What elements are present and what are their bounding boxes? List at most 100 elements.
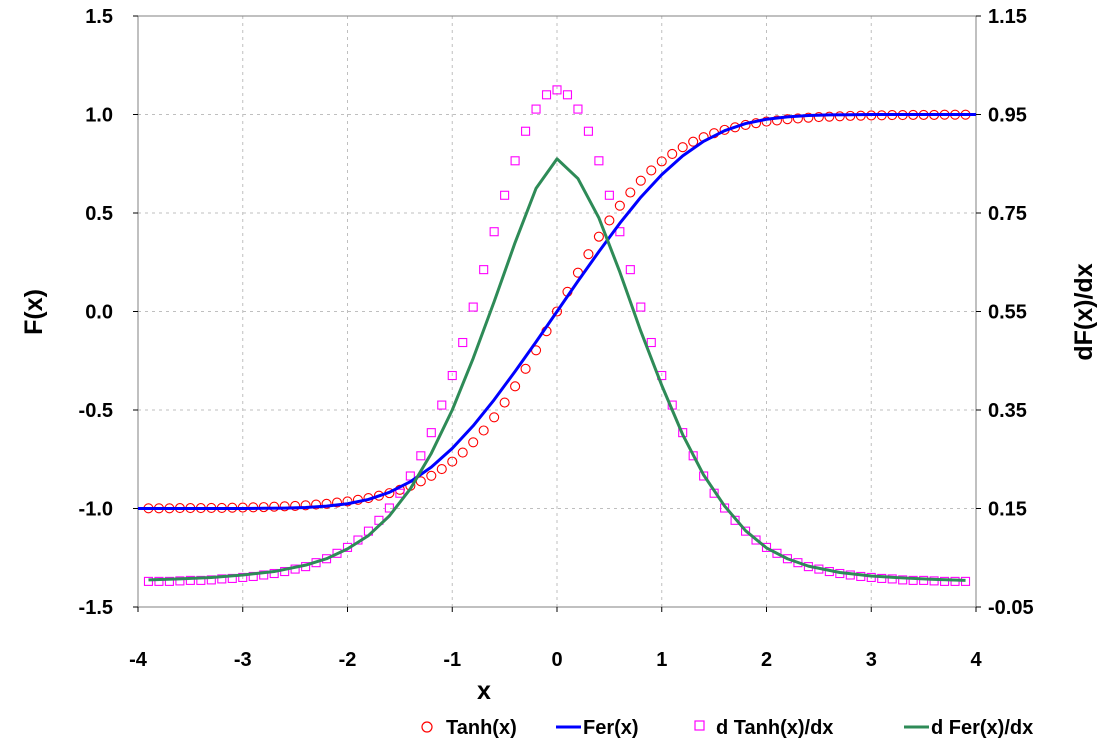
data-point-tanh-x	[436, 464, 447, 475]
x-tick-label: -2	[339, 649, 357, 671]
data-point-d-tanh-x-dx	[458, 337, 468, 348]
series-line-d-fer-x-dx	[148, 157, 966, 582]
x-tick-label: -3	[234, 649, 252, 671]
data-point-tanh-x	[551, 306, 563, 317]
data-point-d-tanh-x-dx	[594, 156, 604, 166]
data-point-tanh-x	[667, 148, 678, 159]
x-tick-label: -1	[443, 649, 461, 671]
y-axis-left-title: F(x)	[20, 289, 48, 335]
data-point-d-tanh-x-dx	[583, 126, 593, 136]
data-point-tanh-x	[583, 249, 594, 260]
data-point-tanh-x	[813, 112, 824, 123]
data-point-d-tanh-x-dx	[196, 575, 206, 585]
legend: Tanh(x) Fer(x) d Tanh(x)/dx d Fer(x)/dx	[421, 717, 1033, 739]
series-layer	[138, 85, 976, 586]
data-point-tanh-x	[824, 111, 835, 122]
y-right-tick-label: 0.15	[988, 499, 1027, 521]
data-point-d-tanh-x-dx	[636, 302, 646, 312]
data-point-d-tanh-x-dx	[625, 265, 635, 275]
series-line-fer-x	[138, 113, 976, 510]
data-point-tanh-x	[468, 437, 479, 448]
data-point-d-tanh-x-dx	[164, 576, 174, 586]
x-tick-label: 0	[551, 649, 562, 671]
data-point-tanh-x	[593, 231, 604, 242]
y-left-tick-label: 0.5	[85, 203, 113, 225]
data-point-d-tanh-x-dx	[552, 85, 562, 95]
data-point-tanh-x	[290, 500, 301, 511]
data-point-tanh-x	[646, 165, 657, 176]
y-left-tick-label: 1.0	[85, 105, 113, 127]
x-axis-title: x	[477, 677, 491, 705]
legend-label-tanh: Tanh(x)	[446, 717, 517, 739]
data-point-d-tanh-x-dx	[185, 575, 195, 585]
y-right-tick-label: -0.05	[988, 597, 1034, 619]
y-right-tick-label: 0.55	[988, 302, 1027, 324]
data-point-d-tanh-x-dx	[877, 573, 887, 583]
data-point-d-tanh-x-dx	[772, 548, 782, 558]
data-point-d-tanh-x-dx	[751, 535, 761, 545]
data-point-d-tanh-x-dx	[510, 156, 520, 166]
data-point-d-tanh-x-dx	[761, 542, 772, 552]
data-point-d-tanh-x-dx	[206, 575, 216, 585]
data-point-tanh-x	[625, 187, 636, 198]
y-left-tick-label: -1.5	[79, 597, 113, 619]
data-point-d-tanh-x-dx	[426, 428, 436, 438]
data-point-tanh-x	[279, 501, 290, 512]
data-point-tanh-x	[771, 115, 783, 126]
data-point-tanh-x	[499, 397, 510, 408]
legend-label-dtanh: d Tanh(x)/dx	[716, 717, 833, 739]
data-point-d-tanh-x-dx	[940, 576, 950, 586]
data-point-d-tanh-x-dx	[479, 265, 489, 275]
y-left-tick-label: 0.0	[85, 302, 113, 324]
data-point-d-tanh-x-dx	[269, 568, 279, 579]
data-point-d-tanh-x-dx	[416, 451, 426, 461]
data-point-tanh-x	[300, 500, 311, 511]
data-point-tanh-x	[510, 381, 521, 392]
y-right-tick-label: 0.95	[988, 105, 1027, 127]
data-point-tanh-x	[688, 136, 699, 147]
data-point-tanh-x	[677, 142, 688, 153]
axes-layer: -4 -3 -2 -1 0 1 2 3 4 1.5 1.0 0.5 0.0 -0.5 -1.0 -1.5 1.1…	[79, 6, 1034, 671]
data-point-d-tanh-x-dx	[154, 576, 164, 586]
data-point-tanh-x	[447, 456, 458, 467]
data-point-d-tanh-x-dx	[562, 90, 573, 100]
data-point-tanh-x	[426, 470, 437, 481]
y-left-tick-label: -0.5	[79, 400, 113, 422]
data-point-d-tanh-x-dx	[259, 570, 269, 580]
data-point-d-tanh-x-dx	[437, 400, 447, 410]
data-point-tanh-x	[457, 447, 468, 458]
legend-label-fer: Fer(x)	[583, 717, 639, 739]
data-point-d-tanh-x-dx	[615, 227, 625, 237]
data-point-d-tanh-x-dx	[908, 575, 918, 585]
data-point-tanh-x	[656, 156, 667, 167]
legend-symbol-dtanh	[694, 720, 705, 731]
data-point-d-tanh-x-dx	[646, 337, 656, 348]
x-tick-label: 3	[866, 649, 877, 671]
data-point-tanh-x	[489, 412, 500, 423]
data-point-tanh-x	[520, 363, 531, 374]
data-point-d-tanh-x-dx	[604, 190, 614, 200]
x-tick-label: 2	[761, 649, 772, 671]
data-point-tanh-x	[792, 113, 803, 124]
data-point-tanh-x	[478, 425, 489, 436]
data-point-tanh-x	[803, 112, 814, 123]
legend-symbol-tanh	[421, 721, 433, 733]
data-point-tanh-x	[614, 200, 625, 211]
data-point-tanh-x	[635, 175, 646, 186]
data-point-d-tanh-x-dx	[489, 227, 499, 237]
data-point-d-tanh-x-dx	[531, 104, 541, 114]
data-point-tanh-x	[782, 114, 793, 125]
x-tick-label: -4	[129, 649, 148, 671]
y-right-tick-label: 0.75	[988, 203, 1027, 225]
data-point-d-tanh-x-dx	[447, 370, 457, 381]
data-point-d-tanh-x-dx	[898, 575, 908, 585]
data-point-d-tanh-x-dx	[500, 190, 510, 200]
data-point-d-tanh-x-dx	[541, 90, 552, 100]
y-left-tick-label: 1.5	[85, 6, 113, 28]
y-axis-right-title: dF(x)/dx	[1070, 263, 1098, 360]
legend-label-dfer: d Fer(x)/dx	[931, 717, 1033, 739]
x-tick-label: 4	[970, 649, 982, 671]
data-point-d-tanh-x-dx	[143, 576, 154, 586]
data-point-tanh-x	[604, 215, 615, 226]
